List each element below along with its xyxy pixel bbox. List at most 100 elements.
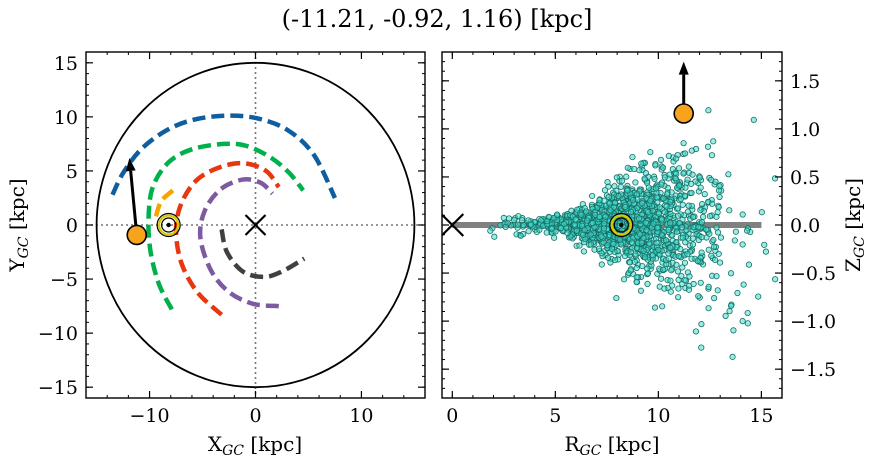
rz-scatter-point <box>694 257 701 264</box>
rz-scatter-point <box>661 174 668 181</box>
rz-scatter-point <box>729 353 736 360</box>
rz-scatter-point <box>722 312 729 319</box>
rz-scatter-point <box>613 294 620 302</box>
rz-scatter-point <box>705 305 712 312</box>
rz-scatter-point <box>647 197 654 204</box>
xy-sun-marker-outer <box>156 212 181 238</box>
rz-x-tick-label: 10 <box>646 405 670 427</box>
rz-scatter-point <box>665 255 672 262</box>
rz-scatter-point <box>626 259 634 266</box>
rz-scatter-point <box>688 147 695 154</box>
rz-scatter-point <box>653 239 660 246</box>
rz-scatter-point <box>589 192 596 200</box>
rz-scatter-point <box>695 292 702 300</box>
rz-scatter-point <box>655 210 662 217</box>
rz-scatter-point <box>705 246 712 253</box>
rz-scatter-point <box>688 189 695 197</box>
xy-sun-marker-ring <box>158 214 180 236</box>
rz-scatter-point <box>517 232 524 239</box>
rz-scatter-point <box>697 279 704 286</box>
rz-scatter-point <box>557 224 565 232</box>
xy-velocity-arrow-head <box>125 157 136 172</box>
rz-scatter-point <box>657 275 665 282</box>
rz-scatter-point <box>673 228 681 235</box>
rz-scatter-point <box>638 160 645 167</box>
rz-scatter-point <box>665 226 672 233</box>
rz-scatter-point <box>602 213 609 220</box>
rz-ticks: 0 5 10 15 −1.5 −1.0 −0.5 0.0 0.5 1.0 1.5 <box>442 51 836 427</box>
rz-scatter-point <box>678 272 685 280</box>
rz-scatter-point <box>595 245 603 252</box>
rz-scatter-point <box>713 213 720 220</box>
rz-scatter-point <box>667 219 674 227</box>
rz-scatter-point <box>672 175 679 182</box>
xy-arm-line-blue <box>110 113 337 199</box>
rz-scatter-point <box>697 207 704 214</box>
rz-scatter-point <box>527 221 535 228</box>
rz-scatter-point <box>651 175 658 183</box>
rz-scatter-point <box>661 208 668 216</box>
rz-scatter-point <box>711 295 718 302</box>
rz-y-tick-label: −1.5 <box>790 359 836 381</box>
rz-scatter-point <box>684 250 691 258</box>
rz-scatter-point <box>750 116 757 124</box>
rz-scatter-point <box>706 213 714 220</box>
rz-scatter-point <box>511 216 518 224</box>
rz-scatter-point <box>677 246 684 253</box>
xy-x-tick-label: 0 <box>249 405 261 427</box>
rz-scatter-point <box>631 165 638 173</box>
rz-scatter-point <box>640 247 647 254</box>
rz-scatter-point <box>605 194 612 201</box>
rz-scatter-point <box>604 242 611 249</box>
rz-scatter-point <box>685 163 692 170</box>
rz-scatter-point <box>681 277 688 284</box>
rz-scatter-point <box>716 183 723 190</box>
rz-x-tick-label: 5 <box>549 405 561 427</box>
rz-object-marker <box>673 103 695 124</box>
rz-scatter-point <box>551 234 558 241</box>
rz-y-tick-label: 0.0 <box>790 215 820 237</box>
rz-scatter-point <box>636 167 643 174</box>
rz-scatter-point <box>639 200 646 207</box>
rz-scatter-point <box>709 200 716 207</box>
rz-scatter-point <box>772 276 779 283</box>
rz-scatter-point <box>679 264 686 271</box>
rz-scatter-point <box>698 249 705 256</box>
rz-plot-area <box>442 61 779 360</box>
rz-scatter-point <box>744 320 751 327</box>
xy-x-tick-label: 10 <box>349 405 373 427</box>
rz-sun-marker-inner <box>613 217 629 233</box>
rz-scatter-point <box>643 227 650 234</box>
rz-scatter-point <box>662 237 670 244</box>
rz-scatter-point <box>717 234 725 241</box>
rz-scatter-point <box>598 250 605 257</box>
rz-x-tick-label: 15 <box>749 405 773 427</box>
rz-scatter-point <box>538 217 545 224</box>
xy-boundary-circle <box>95 61 416 389</box>
rz-scatter-point <box>515 213 522 220</box>
xy-ticks: −10 0 10 −15 −10 −5 0 5 10 15 <box>38 51 426 427</box>
rz-scatter-point <box>629 239 636 246</box>
rz-scatter-point <box>620 276 628 283</box>
rz-scatter-point <box>726 207 733 214</box>
rz-scatter-point <box>660 195 667 202</box>
rz-scatter-point <box>587 241 594 248</box>
xy-arm-line-orange <box>153 188 175 218</box>
rz-scatter-point <box>730 327 737 334</box>
rz-scatter-point <box>589 219 596 227</box>
rz-scatter-point <box>651 304 659 311</box>
rz-ylabel: ZGC [kpc] <box>841 178 868 272</box>
rz-scatter-point <box>684 176 691 183</box>
rz-scatter-point <box>688 255 695 262</box>
rz-scatter-point <box>726 308 733 315</box>
rz-scatter-point <box>762 248 770 255</box>
rz-scatter-point <box>680 140 687 147</box>
rz-scatter-point <box>755 293 762 300</box>
rz-scatter-point <box>487 227 494 234</box>
rz-scatter-point <box>616 236 624 243</box>
rz-scatter-point <box>685 286 693 293</box>
rz-scatter-point <box>580 248 588 255</box>
rz-scatter-point <box>695 224 702 231</box>
